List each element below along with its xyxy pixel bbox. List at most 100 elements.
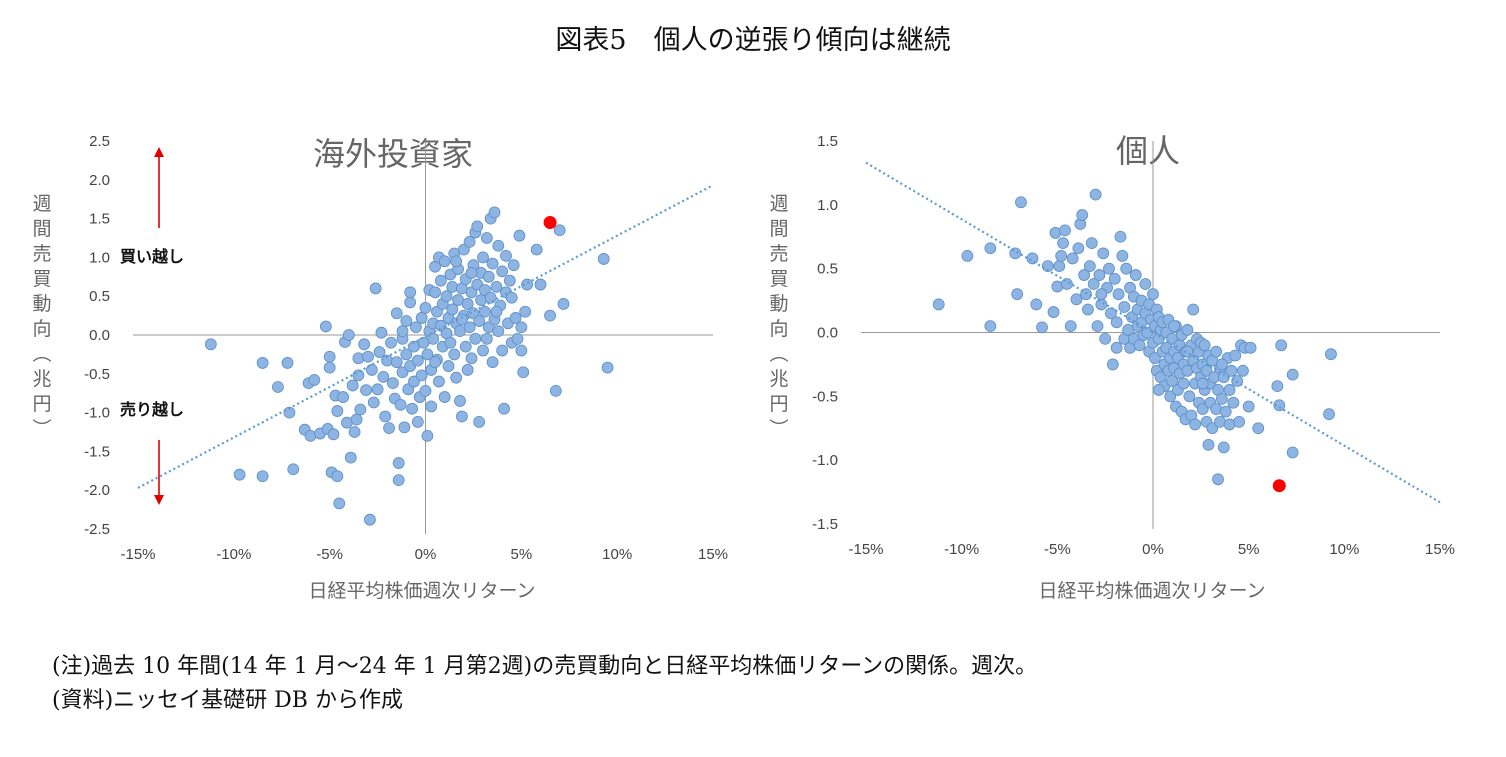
data-point (1252, 422, 1265, 435)
data-point (1215, 392, 1228, 405)
data-point (1036, 321, 1048, 334)
data-point (1057, 237, 1069, 250)
data-point (1225, 364, 1238, 377)
data-point (331, 405, 344, 417)
data-point (333, 497, 346, 510)
highlight-point (1272, 479, 1286, 493)
data-point (369, 282, 382, 295)
data-point (515, 321, 528, 334)
data-point (425, 400, 438, 413)
data-point (477, 251, 489, 264)
data-point (1030, 298, 1043, 311)
data-point (1120, 262, 1133, 275)
data-point (1078, 269, 1091, 281)
x-axis-label: 日経平均株価週次リターン (308, 580, 535, 602)
tick-labels: -15% -10% -5% 0% 5% 10% 15% 2.5 2.0 1.5 1.0 0.5 0.0 -… (84, 133, 728, 563)
data-point (446, 280, 459, 293)
data-point (480, 332, 493, 345)
data-point (486, 257, 499, 270)
y-tick-label: 1.0 (89, 249, 110, 266)
data-point (379, 410, 392, 423)
data-point (406, 402, 418, 415)
data-point (496, 344, 509, 357)
notes: (注)過去 10 年間(14 年 1 月～24 年 1 月第2週)の売買動向と日… (52, 650, 1037, 718)
data-point (362, 350, 374, 363)
data-point (557, 298, 570, 310)
data-point (1286, 368, 1299, 381)
data-point (1273, 399, 1286, 412)
data-point (371, 383, 384, 396)
data-point (509, 312, 522, 324)
data-point (367, 396, 380, 409)
data-point (1196, 377, 1209, 390)
data-point (1072, 242, 1085, 255)
data-point (1202, 438, 1215, 451)
data-point (484, 291, 497, 304)
data-point (1112, 288, 1125, 301)
data-point (404, 296, 417, 309)
x-tick-label: 10% (1329, 541, 1359, 558)
data-point (1215, 358, 1228, 371)
data-point (601, 361, 614, 374)
data-point (1181, 345, 1194, 358)
data-point (233, 468, 246, 481)
data-point (1189, 418, 1201, 431)
data-point (360, 384, 372, 396)
x-tick-label: -15% (848, 541, 883, 558)
x-tick-label: -15% (120, 546, 155, 563)
data-point (323, 350, 336, 363)
data-point (448, 348, 461, 361)
data-point (932, 298, 945, 311)
data-point (597, 253, 610, 265)
data-point (433, 375, 445, 388)
y-tick-label: 2.0 (89, 172, 110, 189)
x-tick-label: -10% (944, 541, 979, 558)
y-tick-label: -1.0 (812, 452, 838, 469)
y-tick-label: 2.5 (89, 133, 110, 150)
data-point (358, 338, 371, 351)
data-point (1114, 230, 1127, 243)
x-tick-label: 15% (1425, 541, 1455, 558)
data-point (1325, 348, 1337, 361)
data-point (553, 224, 566, 237)
data-point (337, 391, 349, 403)
data-point (1009, 247, 1022, 260)
x-tick-label: 5% (1238, 541, 1260, 558)
data-point (477, 344, 489, 357)
data-point (434, 274, 447, 287)
data-point (1212, 473, 1224, 486)
data-point (498, 402, 510, 415)
data-point (344, 451, 357, 464)
data-point (1089, 188, 1102, 201)
data-point (1181, 324, 1194, 336)
data-point (352, 369, 365, 382)
data-point (961, 249, 974, 262)
data-point (1217, 441, 1230, 454)
data-point (1103, 262, 1115, 275)
data-point (1219, 405, 1232, 418)
data-point (1083, 260, 1096, 273)
data-point (438, 255, 451, 268)
y-axis-label: 週間売買動向︵兆円︶ (769, 193, 788, 440)
data-point (503, 274, 516, 287)
data-point (454, 395, 466, 407)
data-point (461, 364, 474, 376)
y-tick-label: -1.5 (84, 443, 110, 460)
data-point (1015, 196, 1027, 209)
data-point (459, 340, 472, 353)
data-point (549, 384, 562, 397)
data-point (1082, 303, 1094, 316)
data-point (392, 457, 405, 469)
data-point (304, 429, 317, 442)
data-point (1244, 341, 1257, 354)
data-point (1177, 377, 1190, 390)
data-point (408, 375, 420, 388)
data-point (475, 294, 487, 306)
data-point (377, 371, 390, 383)
data-point (385, 336, 397, 349)
data-point (1198, 339, 1211, 352)
trend-line (137, 184, 714, 489)
data-point (1233, 415, 1245, 428)
data-point (1223, 384, 1236, 396)
data-point (1095, 288, 1108, 301)
